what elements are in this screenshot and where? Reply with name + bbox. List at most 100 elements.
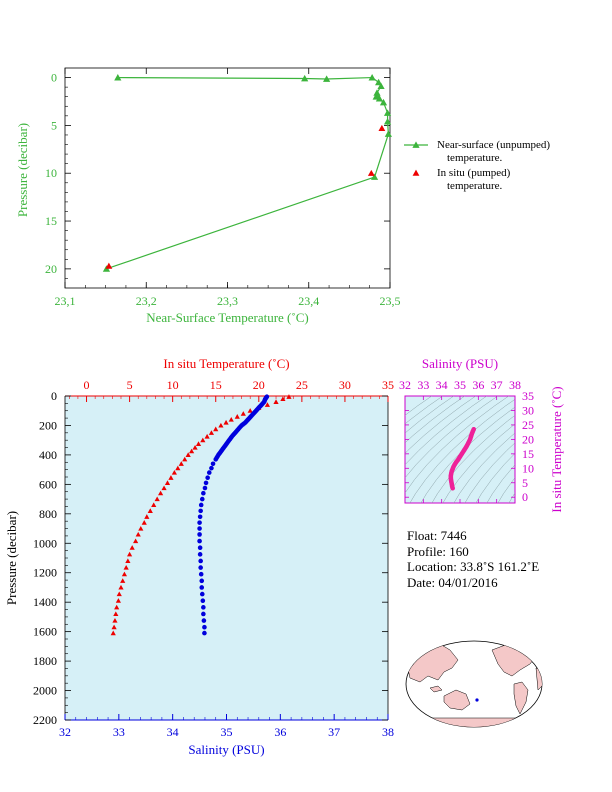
density-contour	[405, 396, 499, 479]
salinity-point	[203, 480, 209, 486]
salinity-point	[197, 514, 203, 520]
near-surface-point	[384, 130, 392, 137]
temperature-point	[204, 433, 210, 439]
x-tick-label: 23,2	[136, 294, 157, 308]
ts-y-tick-label: 15	[522, 447, 534, 461]
ts-point	[464, 444, 469, 449]
salinity-point	[201, 490, 206, 496]
density-contour	[405, 396, 466, 444]
y-tick-label: 15	[45, 214, 57, 228]
density-contour	[405, 396, 433, 416]
near-surface-point	[368, 73, 376, 81]
density-contour	[528, 391, 612, 508]
pressure-tick-label: 1200	[33, 566, 57, 580]
pressure-tick-label: 200	[39, 418, 57, 432]
float-location: Location: 33.8˚S 161.2˚E	[407, 559, 540, 574]
pressure-tick-label: 0	[51, 389, 57, 403]
temperature-point	[168, 475, 174, 480]
salinity-point	[209, 465, 214, 471]
salinity-point	[199, 578, 205, 584]
world-map-icon	[405, 640, 543, 728]
australia-shape	[443, 689, 471, 711]
temperature-tick-label: 15	[210, 378, 222, 392]
pressure-tick-label: 1800	[33, 654, 57, 668]
density-contour	[442, 423, 515, 503]
density-contour	[405, 396, 477, 454]
temperature-point	[161, 485, 167, 491]
temperature-point	[264, 402, 271, 407]
temperature-point	[111, 624, 117, 630]
temperature-point	[195, 441, 202, 446]
temperature-point	[158, 490, 164, 496]
salinity-point	[198, 508, 203, 514]
ts-y-tick-label: 25	[522, 418, 534, 432]
temperature-tick-label: 10	[167, 378, 179, 392]
pressure-tick-label: 2000	[33, 684, 57, 698]
salinity-point	[214, 455, 219, 461]
density-contour	[405, 396, 510, 494]
temperature-point	[127, 551, 133, 557]
temperature-point	[200, 437, 206, 443]
salinity-point	[202, 485, 208, 491]
temperature-point	[240, 411, 246, 416]
temperature-point	[286, 394, 292, 399]
salinity-tick-label: 34	[167, 725, 179, 739]
float-location-marker	[475, 698, 479, 702]
plot-background	[65, 396, 388, 720]
legend-marker-near-surface	[412, 141, 420, 148]
temperature-point	[135, 531, 141, 537]
temperature-point	[213, 426, 219, 432]
temperature-point	[171, 469, 177, 475]
temperature-point	[125, 558, 131, 564]
temperature-point	[144, 514, 150, 519]
x-tick-label: 23,4	[298, 294, 319, 308]
legend-label-near-surface-2: temperature.	[447, 152, 503, 164]
salinity-point	[198, 558, 203, 564]
salinity-point	[197, 520, 202, 525]
near-surface-point	[323, 75, 331, 82]
near-surface-point	[370, 173, 379, 180]
near-surface-point	[301, 74, 309, 82]
temperature-tick-label: 25	[296, 378, 308, 392]
in-situ-point	[378, 124, 386, 131]
temperature-point	[189, 448, 195, 454]
temperature-tick-label: 0	[84, 378, 90, 392]
temperature-point	[121, 571, 128, 577]
temperature-tick-label: 35	[382, 378, 394, 392]
ts-x-tick-label: 32	[399, 378, 411, 392]
salinity-point	[199, 585, 205, 590]
temperature-point	[175, 465, 181, 471]
salinity-point	[197, 532, 202, 537]
ts-y-axis-title: In situ Temperature (˚C)	[549, 386, 564, 512]
profile-date: Date: 04/01/2016	[407, 574, 498, 590]
salinity-point	[202, 624, 207, 630]
temperature-point	[273, 399, 279, 404]
ts-x-tick-label: 35	[454, 378, 466, 392]
density-contour	[409, 398, 515, 503]
ts-x-tick-label: 38	[509, 378, 521, 392]
y-tick-label: 5	[51, 118, 57, 132]
pressure-tick-label: 2200	[33, 713, 57, 727]
temperature-point	[182, 456, 188, 462]
density-contour	[405, 396, 455, 434]
temperature-point	[234, 414, 240, 419]
y-tick-label: 20	[45, 262, 57, 276]
near-surface-point	[375, 78, 383, 86]
salinity-point	[201, 605, 206, 610]
ts-point	[461, 448, 467, 453]
ts-x-tick-label: 36	[472, 378, 484, 392]
temperature-point	[129, 545, 135, 550]
density-contour	[405, 396, 444, 425]
temperature-point	[228, 416, 234, 422]
salinity-point	[210, 461, 216, 467]
legend-label-near-surface: Near-surface (unpumped)	[437, 139, 550, 151]
temperature-point	[151, 502, 157, 508]
density-contour	[405, 396, 488, 466]
ts-x-tick-label: 34	[436, 378, 448, 392]
south-america-shape	[513, 681, 529, 715]
temperature-point	[120, 578, 126, 583]
salinity-point	[198, 565, 203, 570]
temperature-point	[138, 525, 144, 531]
temperature-point	[223, 419, 229, 425]
